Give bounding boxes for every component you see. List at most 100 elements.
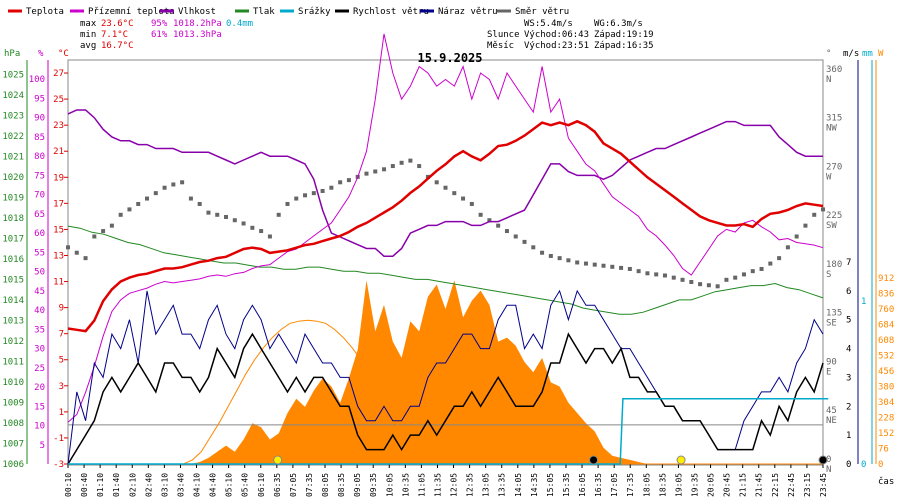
wind-dir-point xyxy=(390,164,395,169)
w-tick: 76 xyxy=(878,445,889,455)
wind-dir-point xyxy=(232,218,237,223)
wind-dir-point xyxy=(777,256,782,261)
temperature-line xyxy=(67,119,824,333)
hpa-tick: 1011 xyxy=(2,357,24,367)
pct-axis-label: % xyxy=(38,49,44,59)
x-tick: 04:10 xyxy=(193,473,202,497)
ground-temp-line xyxy=(67,33,824,423)
wind-dir-point xyxy=(399,160,404,165)
dir-tick-compass: N xyxy=(826,465,831,475)
temp-tick: 21 xyxy=(53,147,64,157)
sunrise: Východ:06:43 xyxy=(524,30,589,40)
wind-dir-point xyxy=(109,223,114,228)
wind-dir-point xyxy=(434,180,439,185)
wind-dir-point xyxy=(224,214,229,219)
hpa-tick: 1015 xyxy=(2,275,24,285)
wind-dir-point xyxy=(145,196,150,201)
temp-tick: 11 xyxy=(53,278,64,288)
dir-tick-compass: SW xyxy=(826,221,837,231)
x-tick: 06:35 xyxy=(273,473,282,497)
x-tick: 00:40 xyxy=(80,473,89,497)
pct-tick: 5 xyxy=(40,441,45,451)
temp-tick: 9 xyxy=(59,304,64,314)
wind-dir-point xyxy=(531,245,536,250)
pct-tick: 40 xyxy=(34,306,45,316)
x-tick: 05:40 xyxy=(241,473,250,497)
temp-tick: 23 xyxy=(53,121,64,131)
wind-dir-point xyxy=(627,266,632,271)
moonset-marker xyxy=(589,455,599,465)
temp-tick: 17 xyxy=(53,199,64,209)
wind-dir-point xyxy=(461,196,466,201)
wind-dir-point xyxy=(285,201,290,206)
x-tick: 16:35 xyxy=(594,473,603,497)
wind-dir-point xyxy=(206,210,211,215)
temp-tick: 19 xyxy=(53,173,64,183)
ms-tick: 2 xyxy=(846,402,851,412)
dir-tick: 135 xyxy=(826,309,842,319)
hpa-tick: 1018 xyxy=(2,214,24,224)
dir-axis-label: ° xyxy=(826,49,831,59)
x-tick: 20:05 xyxy=(707,473,716,497)
wind-dir-point xyxy=(469,201,474,206)
wind-dir-point xyxy=(136,201,141,206)
pct-tick: 60 xyxy=(34,229,45,239)
wind-dir-point xyxy=(443,185,448,190)
ms-tick: 6 xyxy=(846,287,851,297)
wind-dir-point xyxy=(715,284,720,289)
wind-dir-point xyxy=(610,264,615,269)
avg-label: avg xyxy=(80,41,96,51)
ms-tick: 7 xyxy=(846,258,851,268)
dir-tick: 180 xyxy=(826,260,842,270)
dir-tick-compass: NW xyxy=(826,124,837,134)
x-tick: 12:35 xyxy=(466,473,475,497)
wind-dir-point xyxy=(733,275,738,280)
wind-dir-point xyxy=(408,158,413,163)
wind-dir-point xyxy=(417,164,422,169)
pct-tick: 70 xyxy=(34,191,45,201)
sunset: Západ:19:19 xyxy=(594,30,654,40)
legend-label-3: Tlak xyxy=(253,7,275,17)
x-tick: 04:40 xyxy=(209,473,218,497)
wind-dir-point xyxy=(92,234,97,239)
sunset-marker xyxy=(676,455,686,465)
ms-tick: 1 xyxy=(846,431,851,441)
wind-speed-summary: WS:5.4m/s xyxy=(524,19,573,29)
wind-dir-point xyxy=(759,266,764,271)
hpa-tick: 1008 xyxy=(2,419,24,429)
hpa-tick: 1019 xyxy=(2,193,24,203)
x-tick: 08:05 xyxy=(321,473,330,497)
x-tick: 15:05 xyxy=(546,473,555,497)
wind-dir-point xyxy=(680,277,685,282)
pct-tick: 90 xyxy=(34,114,45,124)
wind-dir-point xyxy=(698,282,703,287)
wind-dir-point xyxy=(513,234,518,239)
hpa-tick: 1016 xyxy=(2,255,24,265)
hpa-tick: 1007 xyxy=(2,439,24,449)
wind-dir-point xyxy=(329,185,334,190)
wind-dir-point xyxy=(662,273,667,278)
temp-tick: 15 xyxy=(53,225,64,235)
pct-tick: 80 xyxy=(34,152,45,162)
summary-stats: max 23.6°C 95% 1018.2hPa 0.4mm min 7.1°C… xyxy=(80,19,654,51)
legend-label-2: Vlhkost xyxy=(178,7,216,17)
moon-label: Měsíc xyxy=(487,41,514,51)
min-temp: 7.1°C xyxy=(101,30,128,40)
wind-dir-point xyxy=(215,212,220,217)
hpa-tick: 1014 xyxy=(2,296,24,306)
legend-label-5: Rychlost větru xyxy=(353,7,429,17)
wind-dir-point xyxy=(171,182,176,187)
x-tick: 11:35 xyxy=(433,473,442,497)
wind-dir-point xyxy=(750,269,755,274)
hpa-tick: 1009 xyxy=(2,398,24,408)
ms-tick: 3 xyxy=(846,373,851,383)
wind-dir-point xyxy=(118,212,123,217)
pct-tick: 15 xyxy=(34,402,45,412)
w-tick: 836 xyxy=(878,290,894,300)
wind-dir-point xyxy=(794,234,799,239)
legend-label-0: Teplota xyxy=(26,7,64,17)
wind-dir-point xyxy=(548,253,553,258)
solar-radiation-series xyxy=(68,280,823,464)
legend-label-1: Přízemní teplota xyxy=(88,7,175,17)
